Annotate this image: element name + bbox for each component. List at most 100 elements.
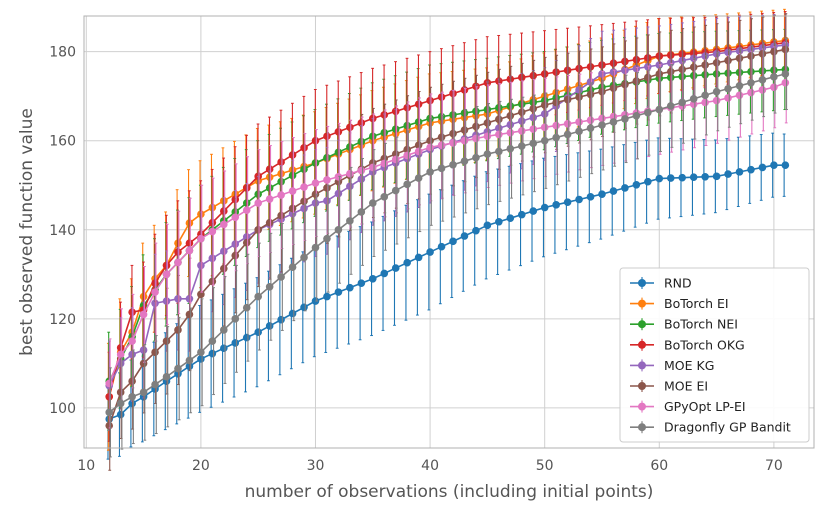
data-point	[197, 355, 205, 363]
data-point	[506, 128, 515, 137]
legend-marker	[638, 279, 646, 287]
data-point	[540, 123, 549, 132]
data-point	[735, 168, 744, 176]
data-point	[632, 111, 641, 120]
data-point	[220, 220, 228, 229]
data-point	[655, 174, 664, 183]
data-point	[517, 142, 526, 150]
data-point	[288, 204, 297, 213]
legend-label: MOE EI	[664, 379, 708, 394]
data-point	[357, 166, 366, 175]
data-point	[449, 160, 457, 169]
data-point	[311, 243, 320, 252]
data-point	[300, 253, 308, 262]
data-point	[632, 77, 641, 85]
data-point	[712, 58, 721, 67]
data-point	[781, 70, 790, 78]
data-point	[529, 125, 538, 133]
data-point	[380, 159, 389, 168]
data-point	[735, 91, 744, 100]
data-point	[712, 96, 721, 105]
data-point	[242, 206, 251, 214]
data-point	[437, 141, 446, 149]
data-point	[575, 127, 583, 136]
data-point	[506, 214, 515, 222]
data-point	[712, 87, 721, 96]
data-point	[540, 101, 549, 109]
data-point	[128, 337, 136, 345]
data-point	[609, 112, 618, 121]
data-point	[460, 136, 469, 145]
data-point	[689, 63, 698, 72]
data-point	[380, 269, 389, 278]
data-point	[506, 144, 515, 153]
series-layer	[105, 8, 790, 471]
data-point	[414, 147, 423, 156]
data-point	[495, 147, 503, 156]
data-point	[277, 211, 285, 220]
data-point	[529, 139, 538, 148]
data-point	[586, 116, 595, 125]
legend-item-rnd: RND	[630, 276, 692, 291]
legend-marker	[638, 340, 646, 349]
data-point	[242, 303, 251, 312]
y-tick-label: 140	[49, 223, 76, 239]
data-point	[758, 50, 767, 58]
data-point	[334, 288, 343, 296]
data-point	[231, 213, 240, 222]
data-point	[116, 350, 125, 359]
legend-item-botorch-ei: BoTorch EI	[630, 296, 729, 311]
data-point	[781, 79, 790, 87]
data-point	[563, 198, 572, 206]
data-point	[758, 86, 767, 94]
data-point	[323, 292, 331, 301]
data-point	[506, 111, 515, 120]
data-point	[609, 84, 618, 92]
data-point	[563, 130, 572, 139]
data-point	[483, 221, 492, 230]
data-point	[323, 176, 331, 184]
data-point	[747, 165, 755, 174]
data-point	[403, 151, 411, 160]
data-point	[724, 84, 732, 93]
data-point	[678, 173, 687, 182]
x-tick-label: 60	[650, 458, 668, 474]
data-point	[437, 164, 446, 173]
data-point	[162, 337, 171, 345]
legend-label: BoTorch NEI	[664, 317, 738, 332]
data-point	[174, 326, 182, 334]
data-point	[460, 232, 469, 240]
data-point	[242, 333, 251, 342]
data-point	[472, 134, 480, 143]
data-point	[277, 191, 285, 199]
data-point	[220, 264, 228, 273]
data-point	[472, 226, 480, 235]
data-point	[128, 392, 136, 401]
data-point	[517, 108, 526, 116]
legend-item-dragonfly-gp-bandit: Dragonfly GP Bandit	[630, 420, 791, 435]
x-tick-label: 50	[536, 458, 554, 474]
data-point	[391, 150, 400, 158]
data-point	[483, 119, 492, 127]
data-point	[770, 83, 778, 92]
data-point	[770, 161, 778, 169]
data-point	[323, 184, 331, 192]
data-point	[586, 90, 595, 99]
data-point	[300, 183, 308, 191]
data-point	[586, 124, 595, 133]
data-point	[116, 399, 125, 408]
data-point	[231, 251, 240, 260]
data-point	[747, 79, 755, 87]
data-point	[781, 45, 790, 54]
data-point	[437, 133, 446, 141]
data-point	[231, 315, 240, 323]
data-point	[724, 56, 732, 65]
legend-marker	[638, 423, 646, 432]
data-point	[254, 328, 262, 337]
data-point	[540, 136, 549, 145]
legend-marker	[638, 402, 646, 411]
data-point	[655, 70, 664, 78]
data-point	[529, 207, 538, 215]
data-point	[735, 54, 744, 63]
legend-item-botorch-okg: BoTorch OKG	[630, 337, 745, 352]
